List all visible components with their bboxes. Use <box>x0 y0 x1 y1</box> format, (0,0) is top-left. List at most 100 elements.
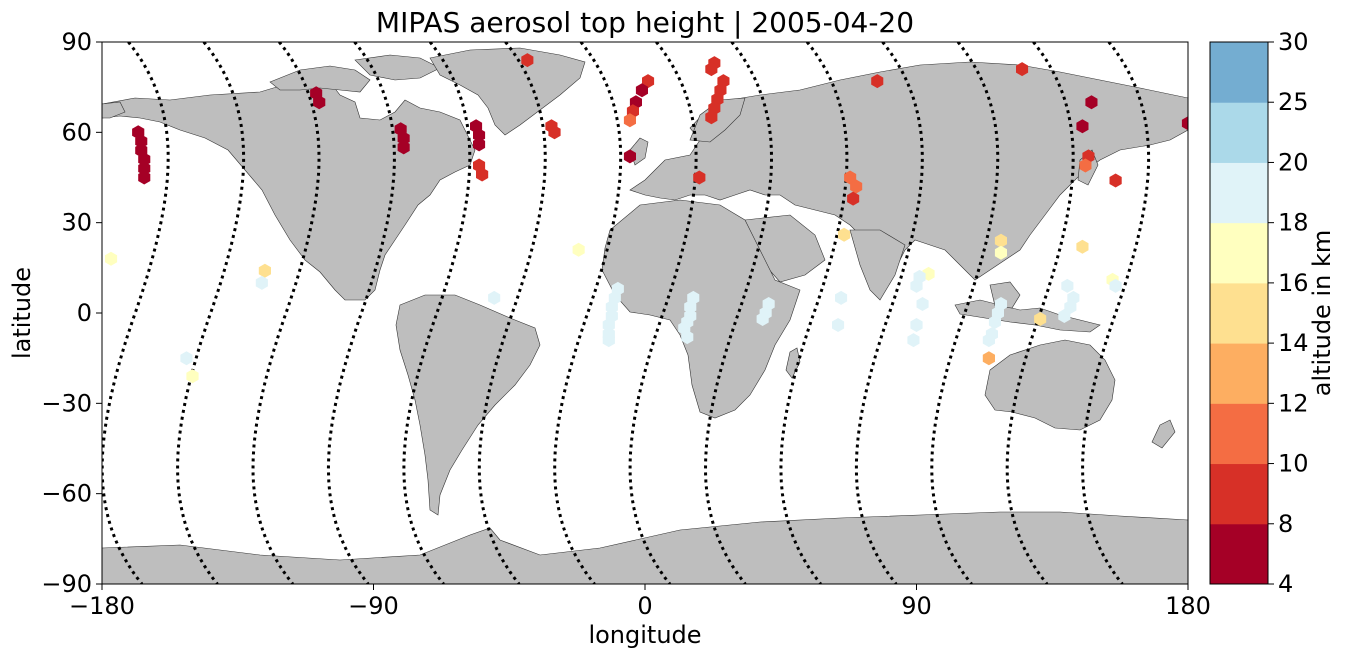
aerosol-point <box>642 74 655 89</box>
aerosol-point <box>835 290 848 305</box>
orbit-track <box>326 42 396 584</box>
landmass-new-zealand <box>1151 419 1176 449</box>
aerosol-point <box>138 170 151 185</box>
aerosol-point <box>473 137 486 152</box>
x-tick-label: −90 <box>348 592 399 620</box>
aerosol-point <box>1109 278 1122 293</box>
colorbar-tick-label: 4 <box>1278 570 1293 598</box>
y-tick-label: −60 <box>41 480 92 508</box>
y-tick-label: 60 <box>61 118 92 146</box>
colorbar-segment <box>1210 403 1268 465</box>
aerosol-point <box>910 278 923 293</box>
aerosol-point <box>994 245 1007 260</box>
aerosol-point <box>473 128 486 143</box>
orbit-track <box>1081 42 1151 584</box>
aerosol-point <box>1058 309 1071 323</box>
landmass-eurasia <box>629 61 1188 281</box>
colorbar-tick-label: 10 <box>1278 450 1309 478</box>
aerosol-point <box>255 275 268 290</box>
colorbar-tick-label: 16 <box>1278 269 1309 297</box>
orbit-track <box>477 42 547 584</box>
aerosol-point <box>907 333 920 348</box>
aerosol-point <box>1079 158 1092 173</box>
aerosol-point <box>1076 119 1089 134</box>
aerosol-point <box>1109 173 1122 188</box>
landmass-greenland <box>429 47 586 136</box>
landmass-antarctica <box>102 511 1188 584</box>
aerosol-point <box>982 351 995 366</box>
y-tick-label: 30 <box>61 209 92 237</box>
colorbar-segment <box>1210 222 1268 284</box>
aerosol-point <box>180 351 193 366</box>
aerosol-point <box>1061 278 1074 293</box>
orbit-track <box>402 42 472 584</box>
landmass-africa <box>601 199 801 419</box>
colorbar-segment <box>1210 42 1268 103</box>
aerosol-point <box>186 369 199 384</box>
aerosol-point <box>258 263 271 278</box>
y-axis-ticks: −90 −60 −30 0 30 60 90 <box>41 28 102 598</box>
aerosol-point <box>705 110 718 125</box>
aerosol-point <box>105 251 118 266</box>
aerosol-point <box>635 83 648 98</box>
aerosol-point <box>313 95 326 110</box>
orbit-track <box>251 42 321 584</box>
orbit-track <box>854 42 924 584</box>
aerosol-point <box>844 170 857 185</box>
aerosol-point <box>138 161 151 176</box>
x-tick-label: −180 <box>69 592 135 620</box>
aerosol-points <box>105 53 1188 384</box>
colorbar-segment <box>1210 343 1268 404</box>
colorbar-tick-label: 12 <box>1278 389 1309 417</box>
orbit-track <box>1005 42 1075 584</box>
aerosol-point <box>623 149 636 164</box>
aerosol-point <box>838 227 851 242</box>
x-tick-label: 0 <box>637 592 652 620</box>
aerosol-point <box>488 290 501 305</box>
aerosol-point <box>1064 300 1077 314</box>
aerosol-point <box>476 167 489 182</box>
y-tick-label: −90 <box>41 570 92 598</box>
landmass-arctic-islands-2 <box>354 54 441 81</box>
landmass-india <box>849 229 906 301</box>
orbit-tracks <box>102 42 1151 584</box>
aerosol-point <box>623 113 636 128</box>
aerosol-point <box>832 318 845 332</box>
aerosol-point <box>994 233 1007 248</box>
colorbar-tick-label: 14 <box>1278 329 1309 357</box>
aerosol-point <box>693 170 706 185</box>
x-axis-label: longitude <box>588 621 701 649</box>
aerosol-point <box>1016 62 1029 77</box>
colorbar-tick-label: 18 <box>1278 209 1309 237</box>
landmass-south-america <box>395 294 541 516</box>
colorbar-frame <box>1209 41 1269 585</box>
colorbar-tick-label: 30 <box>1278 28 1309 56</box>
aerosol-point <box>138 152 151 167</box>
landmass-australia <box>984 339 1116 431</box>
colorbar-segment <box>1210 463 1268 525</box>
colorbar-label: altitude in km <box>1308 230 1336 397</box>
colorbar-segment <box>1210 282 1268 344</box>
chart-title: MIPAS aerosol top height | 2005-04-20 <box>376 6 914 39</box>
aerosol-point <box>1085 95 1098 110</box>
x-tick-label: 180 <box>1165 592 1211 620</box>
orbit-track <box>779 42 849 584</box>
aerosol-point <box>1076 239 1089 254</box>
landmass-chukotka <box>102 101 126 119</box>
y-tick-label: −30 <box>41 389 92 417</box>
colorbar: 4 8 10 12 14 16 18 20 25 30 <box>1209 28 1309 598</box>
aerosol-point <box>397 140 410 155</box>
aerosol-point <box>910 318 923 332</box>
aerosol-point <box>850 179 863 194</box>
landmass-arctic-islands <box>269 65 371 93</box>
orbit-track <box>703 42 773 584</box>
colorbar-segment <box>1210 523 1268 585</box>
aerosol-point <box>871 74 884 89</box>
aerosol-point <box>684 300 697 314</box>
aerosol-point <box>756 312 769 326</box>
aerosol-point <box>397 131 410 146</box>
aerosol-point <box>1181 116 1188 131</box>
aerosol-point <box>847 191 860 206</box>
orbit-track <box>102 42 170 584</box>
